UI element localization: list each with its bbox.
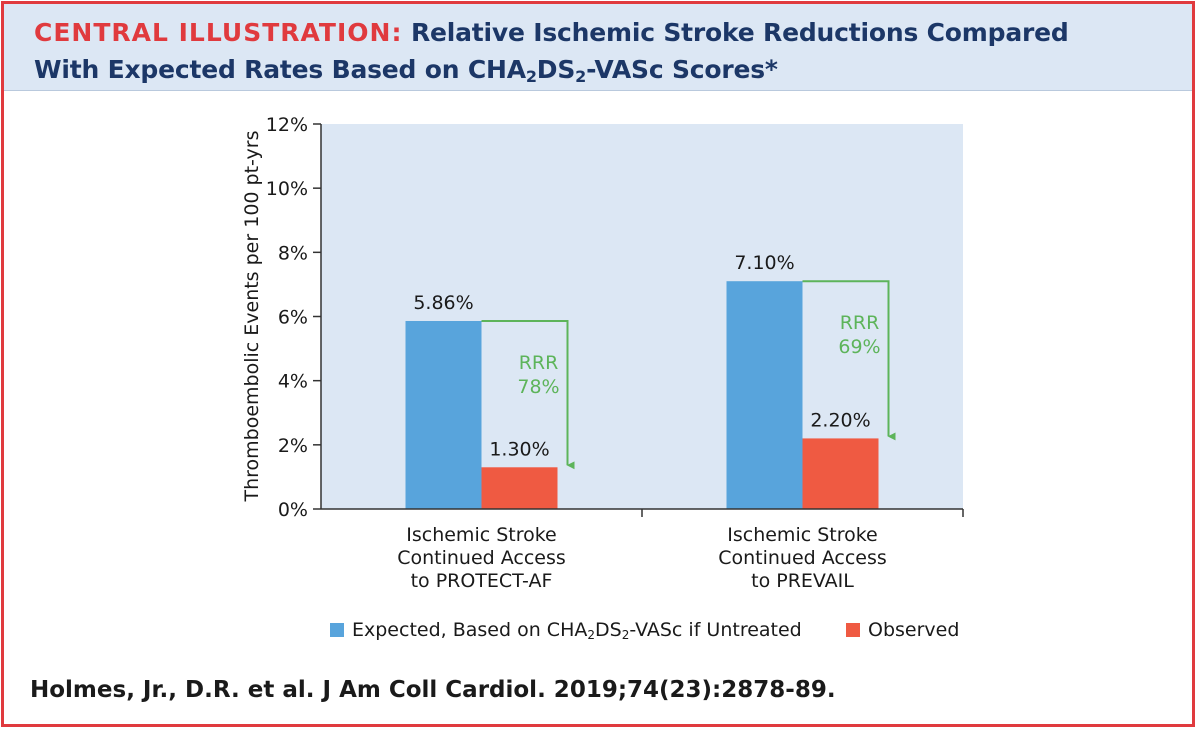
title-sub-1: 2: [525, 67, 537, 86]
legend-expected-part3: -VASc if Untreated: [629, 619, 802, 641]
y-tick-label: 10%: [266, 178, 308, 200]
bar-expected-1: [405, 320, 482, 509]
x-tick-label: Ischemic Stroke: [727, 524, 878, 546]
bar-value-label: 2.20%: [810, 409, 870, 431]
legend-item-observed: Observed: [846, 615, 959, 645]
rrr-label: RRR: [840, 312, 880, 334]
legend-expected-sub2: 2: [621, 628, 630, 642]
y-axis-label: Thromboembolic Events per 100 pt-yrs: [241, 130, 263, 502]
rrr-arrow: [481, 319, 575, 470]
title-sub-2: 2: [575, 67, 587, 86]
rrr-value: 78%: [517, 376, 559, 398]
x-tick-label: to PREVAIL: [751, 570, 854, 592]
y-tick-label: 8%: [278, 242, 308, 264]
rrr-label: RRR: [519, 352, 559, 374]
bar-observed-1: [481, 467, 558, 509]
legend: Expected, Based on CHA2DS2-VASc if Untre…: [0, 615, 1200, 645]
title-ds: DS: [536, 55, 576, 84]
legend-expected-part1: Expected, Based on CHA: [352, 619, 588, 641]
bar-value-label: 7.10%: [734, 252, 794, 274]
bar-expected-2: [726, 281, 803, 509]
y-tick-label: 4%: [278, 371, 308, 393]
figure-title: CENTRAL ILLUSTRATION: Relative Ischemic …: [34, 14, 1069, 88]
bar-value-label: 5.86%: [413, 292, 473, 314]
bar-observed-2: [802, 438, 879, 509]
rrr-value: 69%: [838, 336, 880, 358]
header-band: CENTRAL ILLUSTRATION: Relative Ischemic …: [4, 4, 1192, 91]
y-tick-label: 12%: [266, 114, 308, 136]
x-tick-label: Ischemic Stroke: [406, 524, 557, 546]
title-kicker: CENTRAL ILLUSTRATION:: [34, 18, 403, 47]
title-line2: With Expected Rates Based on CHA: [34, 55, 526, 84]
y-tick-label: 0%: [278, 499, 308, 521]
y-tick-label: 6%: [278, 307, 308, 329]
legend-item-expected: Expected, Based on CHA2DS2-VASc if Untre…: [330, 615, 802, 645]
legend-observed-label: Observed: [868, 619, 960, 641]
x-tick-label: Continued Access: [397, 547, 566, 569]
legend-expected-part2: DS: [595, 619, 622, 641]
legend-expected-sub1: 2: [587, 628, 595, 642]
legend-swatch-expected: [330, 623, 344, 637]
title-line1: Relative Ischemic Stroke Reductions Comp…: [402, 18, 1069, 47]
x-tick-label: to PROTECT-AF: [411, 570, 553, 592]
legend-swatch-observed: [846, 623, 860, 637]
x-tick-label: Continued Access: [718, 547, 887, 569]
y-tick-label: 2%: [278, 435, 308, 457]
citation: Holmes, Jr., D.R. et al. J Am Coll Cardi…: [30, 677, 836, 703]
rrr-arrow: [802, 280, 896, 441]
title-vasc: -VASc Scores*: [586, 55, 778, 84]
bar-value-label: 1.30%: [489, 438, 549, 460]
